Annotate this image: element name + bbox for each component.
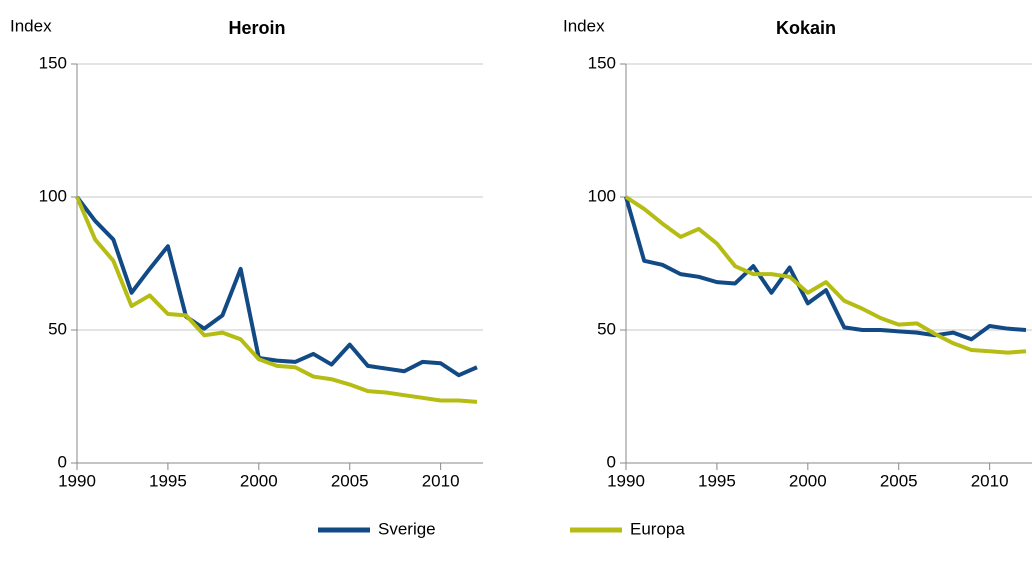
- x-tick-label: 2010: [422, 471, 460, 490]
- x-tick-label: 1995: [698, 471, 736, 490]
- x-tick-label: 2005: [880, 471, 918, 490]
- x-tick-label: 2005: [331, 471, 369, 490]
- y-tick-label: 150: [39, 53, 67, 72]
- y-tick-label: 100: [39, 186, 67, 205]
- x-tick-label: 1990: [607, 471, 645, 490]
- series-line: [624, 195, 1027, 355]
- y-tick-label: 0: [607, 452, 616, 471]
- x-tick-label: 1995: [149, 471, 187, 490]
- y-tick-label: 100: [588, 186, 616, 205]
- y-axis-label: Index: [563, 16, 605, 35]
- x-tick-label: 2000: [789, 471, 827, 490]
- y-tick-label: 50: [597, 319, 616, 338]
- x-tick-label: 2010: [971, 471, 1009, 490]
- chart-title: Heroin: [228, 18, 285, 38]
- x-tick-label: 1990: [58, 471, 96, 490]
- series-line: [75, 195, 478, 378]
- y-tick-label: 50: [48, 319, 67, 338]
- chart-title: Kokain: [776, 18, 836, 38]
- y-axis-label: Index: [10, 16, 52, 35]
- series-line: [624, 196, 1027, 342]
- legend-label: Sverige: [378, 519, 436, 538]
- x-tick-label: 2000: [240, 471, 278, 490]
- legend-label: Europa: [630, 519, 685, 538]
- y-tick-label: 0: [58, 452, 67, 471]
- y-tick-label: 150: [588, 53, 616, 72]
- series-line: [75, 196, 478, 404]
